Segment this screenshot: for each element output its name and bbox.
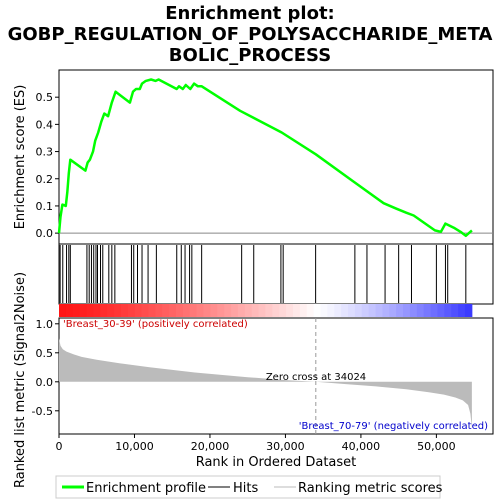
color-bar-segment: [382, 304, 390, 317]
metric-x-axis: 0 10,000 20,000 30,000 40,000 50,000: [56, 434, 456, 453]
color-bar-segment: [162, 304, 170, 317]
color-bar-segment: [196, 304, 205, 317]
color-bar-segment: [444, 304, 452, 317]
color-bar-segment: [224, 304, 232, 317]
color-bar-segment: [292, 304, 301, 317]
es-y-tick-label: 0.5: [36, 91, 54, 104]
enrichment-profile-line: [57, 78, 473, 238]
color-bar-segment: [148, 304, 156, 317]
ranking-color-bar: [59, 304, 473, 317]
color-bar-segment: [59, 304, 67, 317]
color-bar-segment: [368, 304, 377, 317]
color-bar-segment: [237, 304, 246, 317]
color-bar-segment: [451, 304, 459, 317]
x-tick-label: 0: [56, 440, 63, 453]
color-bar-segment: [416, 304, 425, 317]
color-bar-segment: [464, 304, 473, 317]
color-bar-segment: [182, 304, 191, 317]
color-bar-segment: [93, 304, 101, 317]
metric-y-axis-label: Ranked list metric (Signal2Noise): [13, 272, 28, 488]
color-bar-segment: [430, 304, 438, 317]
color-bar-segment: [341, 304, 349, 317]
color-bar-segment: [299, 304, 308, 317]
x-tick-label: 40,000: [342, 440, 381, 453]
metric-y-tick-label: 1.0: [36, 318, 54, 331]
chart-title-line-3: BOLIC_PROCESS: [169, 45, 331, 66]
color-bar-segment: [258, 304, 266, 317]
color-bar-segment: [120, 304, 129, 317]
color-bar-segment: [210, 304, 218, 317]
es-y-axis: 0.0 0.1 0.2 0.3 0.4 0.5: [36, 91, 59, 240]
color-bar-segment: [65, 304, 74, 317]
zero-cross-label: Zero cross at 34024: [266, 372, 366, 383]
color-bar-segment: [403, 304, 411, 317]
legend-hits-label: Hits: [233, 481, 258, 496]
x-tick-label: 30,000: [266, 440, 305, 453]
color-bar-segment: [141, 304, 149, 317]
color-bar-segment: [327, 304, 335, 317]
metric-y-tick-label: 0.5: [36, 347, 54, 360]
es-y-tick-label: 0.3: [36, 146, 54, 159]
color-bar-segment: [320, 304, 328, 317]
color-bar-segment: [348, 304, 356, 317]
color-bar-segment: [155, 304, 163, 317]
metric-y-tick-label: -0.5: [32, 405, 53, 418]
ranking-metric-area: [59, 338, 472, 429]
color-bar-segment: [86, 304, 94, 317]
es-y-tick-label: 0.1: [36, 200, 54, 213]
color-bar-segment: [244, 304, 253, 317]
es-y-tick-label: 0.2: [36, 173, 54, 186]
color-bar-segment: [134, 304, 143, 317]
color-bar-segment: [189, 304, 198, 317]
color-bar-segment: [286, 304, 294, 317]
color-bar-segment: [265, 304, 273, 317]
color-bar-segment: [354, 304, 363, 317]
color-bar-segment: [127, 304, 136, 317]
color-bar-segment: [423, 304, 432, 317]
color-bar-segment: [79, 304, 88, 317]
color-bar-segment: [458, 304, 466, 317]
color-bar-segment: [107, 304, 115, 317]
legend-metric-label: Ranking metric scores: [298, 481, 443, 496]
color-bar-segment: [389, 304, 397, 317]
x-tick-label: 50,000: [417, 440, 456, 453]
color-bar-segment: [334, 304, 342, 317]
positive-correlation-label: 'Breast_30-39' (positively correlated): [63, 319, 248, 330]
x-tick-label: 10,000: [115, 440, 154, 453]
chart-title-line-2: GOBP_REGULATION_OF_POLYSACCHARIDE_META: [8, 24, 493, 45]
metric-y-axis: -0.5 0.0 0.5 1.0: [32, 318, 59, 418]
color-bar-segment: [313, 304, 321, 317]
es-y-tick-label: 0.0: [36, 227, 54, 240]
color-bar-segment: [306, 304, 315, 317]
color-bar-segment: [100, 304, 108, 317]
color-bar-segment: [251, 304, 260, 317]
color-bar-segment: [231, 304, 239, 317]
legend-enrichment-label: Enrichment profile: [86, 481, 206, 496]
color-bar-segment: [375, 304, 383, 317]
color-bar-segment: [409, 304, 418, 317]
color-bar-segment: [72, 304, 81, 317]
color-bar-segment: [279, 304, 287, 317]
x-tick-label: 20,000: [191, 440, 230, 453]
color-bar-segment: [175, 304, 184, 317]
color-bar-segment: [203, 304, 211, 317]
es-y-axis-label: Enrichment score (ES): [13, 85, 28, 230]
color-bar-segment: [114, 304, 122, 317]
es-y-tick-label: 0.4: [36, 118, 54, 131]
es-plot-area: [58, 69, 494, 245]
color-bar-segment: [169, 304, 177, 317]
color-bar-segment: [437, 304, 445, 317]
x-axis-label: Rank in Ordered Dataset: [196, 455, 357, 470]
color-bar-segment: [272, 304, 280, 317]
hits-panel: [58, 243, 494, 305]
negative-correlation-label: 'Breast_70-79' (negatively correlated): [299, 421, 488, 432]
legend-box: [55, 475, 441, 499]
color-bar-segment: [217, 304, 225, 317]
hit-marks: [59, 245, 467, 303]
metric-y-tick-label: 0.0: [36, 376, 54, 389]
color-bar-segment: [361, 304, 370, 317]
chart-title-line-1: Enrichment plot:: [165, 3, 335, 24]
color-bar-segment: [396, 304, 404, 317]
